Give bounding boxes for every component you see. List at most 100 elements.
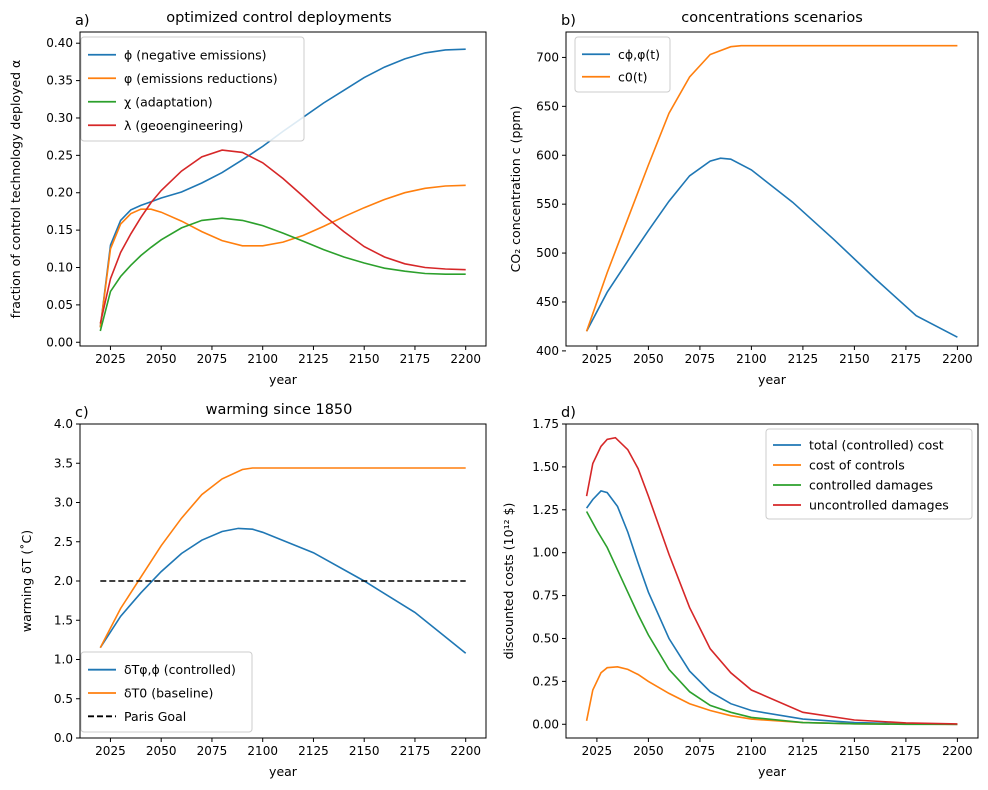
chart-title: optimized control deployments xyxy=(166,10,391,26)
x-tick-label: 2125 xyxy=(298,744,329,758)
y-tick-label: 0.15 xyxy=(46,223,73,237)
y-tick-label: 550 xyxy=(536,197,559,211)
series-line-2 xyxy=(99,184,466,328)
x-tick-label: 2025 xyxy=(582,352,613,366)
panel-label: a) xyxy=(75,13,90,29)
x-tick-label: 2075 xyxy=(685,352,716,366)
legend-entry: λ (geoengineering) xyxy=(124,118,243,133)
y-tick-label: 0.00 xyxy=(46,335,73,349)
y-tick-label: 0.5 xyxy=(54,692,73,706)
y-tick-label: 0.35 xyxy=(46,74,73,88)
y-tick-label: 0.05 xyxy=(46,298,73,312)
x-tick-label: 2050 xyxy=(633,744,664,758)
x-tick-label: 2200 xyxy=(450,352,481,366)
x-tick-label: 2150 xyxy=(349,352,380,366)
y-axis-label: discounted costs (10¹² $) xyxy=(501,503,516,660)
x-axis-label: year xyxy=(269,764,298,779)
y-tick-label: 700 xyxy=(536,50,559,64)
x-tick-label: 2175 xyxy=(891,744,922,758)
plot-frame xyxy=(565,423,979,739)
x-tick-label: 2050 xyxy=(146,352,177,366)
x-tick-label: 2125 xyxy=(788,352,819,366)
y-axis-label: CO₂ concentration c (ppm) xyxy=(508,106,523,273)
x-tick-label: 2200 xyxy=(942,744,973,758)
panel-1: 2025 2050 2075 2100 2125 2150 2175 2200 0.00 0.05… xyxy=(8,10,487,387)
y-tick-label: 0.30 xyxy=(46,111,73,125)
x-tick-label: 2200 xyxy=(942,352,973,366)
y-tick-label: 4.0 xyxy=(54,417,73,431)
x-tick-label: 2200 xyxy=(450,744,481,758)
x-tick-label: 2050 xyxy=(633,352,664,366)
panel-label: d) xyxy=(561,405,576,421)
plot-frame xyxy=(79,31,487,347)
y-tick-label: 1.25 xyxy=(532,503,559,517)
y-tick-label: 400 xyxy=(536,344,559,358)
panel-3: 2025 2050 2075 2100 2125 2150 2175 2200 0.0 0.5 1.… xyxy=(19,402,487,779)
y-tick-label: 0.25 xyxy=(532,674,559,688)
x-tick-label: 2075 xyxy=(197,744,228,758)
y-tick-label: 1.0 xyxy=(54,653,73,667)
x-tick-label: 2150 xyxy=(839,352,870,366)
x-axis-label: year xyxy=(758,764,787,779)
y-tick-label: 0.50 xyxy=(532,631,559,645)
legend-entry: cost of controls xyxy=(809,458,905,473)
y-tick-label: 0.00 xyxy=(532,717,559,731)
series-line-4 xyxy=(99,149,466,324)
series-line-1 xyxy=(99,527,467,654)
legend-entry: controlled damages xyxy=(809,478,933,493)
x-tick-label: 2150 xyxy=(839,744,870,758)
y-tick-label: 1.50 xyxy=(532,460,559,474)
x-tick-label: 2175 xyxy=(400,352,431,366)
x-tick-label: 2050 xyxy=(146,744,177,758)
x-tick-label: 2100 xyxy=(736,744,767,758)
x-tick-label: 2075 xyxy=(197,352,228,366)
x-tick-label: 2125 xyxy=(788,744,819,758)
series-line-2 xyxy=(585,665,958,726)
y-axis-label: warming δT (˚C) xyxy=(19,530,34,632)
x-axis-label: year xyxy=(758,372,787,387)
y-tick-label: 0.40 xyxy=(46,36,73,50)
y-tick-label: 0.10 xyxy=(46,261,73,275)
chart-title: concentrations scenarios xyxy=(681,10,863,26)
x-axis-label: year xyxy=(269,372,298,387)
series-line-1 xyxy=(99,48,466,328)
legend-entry: uncontrolled damages xyxy=(809,498,949,513)
legend-entry: χ (adaptation) xyxy=(124,94,213,109)
series-line-1 xyxy=(585,157,958,338)
y-tick-label: 2.0 xyxy=(54,574,73,588)
y-tick-label: 600 xyxy=(536,148,559,162)
y-tick-label: 0.25 xyxy=(46,148,73,162)
y-tick-label: 2.5 xyxy=(54,535,73,549)
y-tick-label: 650 xyxy=(536,99,559,113)
series-line-1 xyxy=(585,490,958,726)
x-tick-label: 2100 xyxy=(247,352,278,366)
x-tick-label: 2075 xyxy=(685,744,716,758)
x-tick-label: 2025 xyxy=(95,352,126,366)
x-tick-label: 2150 xyxy=(349,744,380,758)
y-tick-label: 3.5 xyxy=(54,456,73,470)
legend-entry: φ (emissions reductions) xyxy=(124,71,278,86)
y-tick-label: 0.20 xyxy=(46,186,73,200)
series-line-2 xyxy=(99,467,466,649)
legend-entry: δTφ,ϕ (controlled) xyxy=(124,662,236,677)
series-line-3 xyxy=(585,511,958,726)
x-tick-label: 2100 xyxy=(736,352,767,366)
legend: total (controlled) cost cost of controls c… xyxy=(765,428,973,520)
y-tick-label: 3.0 xyxy=(54,496,73,510)
plot-frame xyxy=(565,31,979,347)
panel-2: 2025 2050 2075 2100 2125 2150 2175 2200 400 450 50… xyxy=(508,10,979,387)
legend-entry: δT0 (baseline) xyxy=(124,686,213,701)
y-tick-label: 1.5 xyxy=(54,613,73,627)
y-tick-label: 1.75 xyxy=(532,417,559,431)
legend: δTφ,ϕ (controlled) δT0 (baseline) Paris Go… xyxy=(80,651,253,733)
x-tick-label: 2175 xyxy=(891,352,922,366)
series-line-3 xyxy=(99,217,466,332)
chart-title: warming since 1850 xyxy=(206,402,353,418)
y-axis-label: fraction of control technology deployed … xyxy=(8,60,23,319)
legend: cϕ,φ(t) c0(t) xyxy=(574,36,671,93)
panel-label: b) xyxy=(561,13,576,29)
x-tick-label: 2025 xyxy=(95,744,126,758)
panel-label: c) xyxy=(75,405,89,421)
legend-entry: ϕ (negative emissions) xyxy=(124,47,267,62)
